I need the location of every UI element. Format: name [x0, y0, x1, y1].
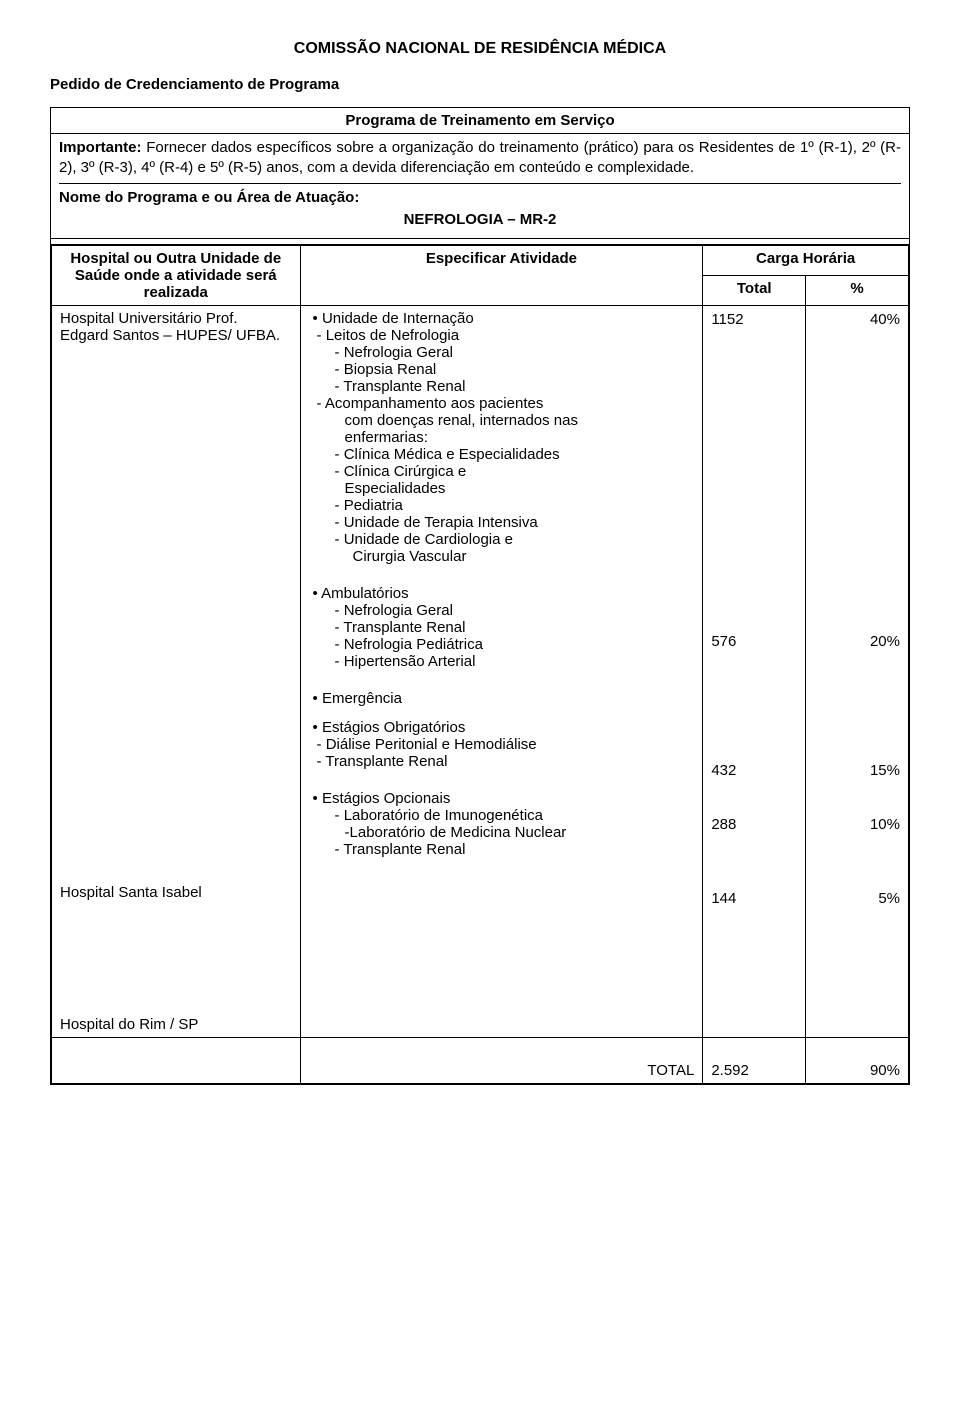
activity-obrigatorios: Estágios Obrigatórios Diálise Peritonial…	[309, 719, 695, 770]
sub-item: Unidade de Cardiologia e	[309, 531, 695, 548]
hospital-santa-isabel: Hospital Santa Isabel	[60, 884, 202, 901]
sub-item: Clínica Cirúrgica e	[309, 463, 695, 480]
hospital-main-l2: Edgard Santos – HUPES/ UFBA.	[60, 327, 280, 344]
continuation: enfermarias:	[309, 429, 695, 446]
commission-title: COMISSÃO NACIONAL DE RESIDÊNCIA MÉDICA	[50, 40, 910, 58]
activity-emergencia: Emergência	[309, 690, 695, 707]
hospital-main-l1: Hospital Universitário Prof.	[60, 310, 238, 327]
value-pct: 20%	[814, 632, 900, 652]
total-label: TOTAL	[647, 1062, 694, 1079]
sub-item: Hipertensão Arterial	[309, 653, 695, 670]
hospital-rim-sp: Hospital do Rim / SP	[60, 1016, 198, 1033]
continuation: Cirurgia Vascular	[309, 548, 695, 565]
grand-pct-value: 90%	[870, 1062, 900, 1079]
sub-item: Biopsia Renal	[309, 361, 695, 378]
value-total: 144	[711, 889, 797, 909]
bullet-head: Estágios Opcionais	[309, 790, 695, 807]
col1-h-l1: Hospital ou Outra Unidade de	[70, 250, 281, 267]
program-name-value: NEFROLOGIA – MR-2	[59, 208, 901, 232]
empty-cell	[52, 1038, 301, 1084]
total-label-cell: TOTAL	[300, 1038, 703, 1084]
value-pct: 15%	[814, 761, 900, 781]
hospital-cell: Hospital Universitário Prof. Edgard Sant…	[52, 306, 301, 1038]
bullet-head: Emergência	[309, 690, 695, 707]
activity-opcionais: Estágios Opcionais Laboratório de Imunog…	[309, 790, 695, 858]
continuation: Especialidades	[309, 480, 695, 497]
bullet-head: Ambulatórios	[309, 585, 695, 602]
col-hospital-header: Hospital ou Outra Unidade de Saúde onde …	[52, 246, 301, 306]
sub-item: Nefrologia Geral	[309, 344, 695, 361]
activity-cell: Unidade de Internação Leitos de Nefrolog…	[300, 306, 703, 1038]
dash-item: Leitos de Nefrologia	[309, 327, 695, 344]
grand-total-cell: 2.592	[703, 1038, 806, 1084]
value-total: 432	[711, 761, 797, 781]
col-activity-header: Especificar Atividade	[300, 246, 703, 306]
program-info-box: Programa de Treinamento em Serviço Impor…	[50, 107, 910, 1085]
col-total-sub: Total	[703, 276, 806, 306]
col-carga-header: Carga Horária	[703, 246, 909, 276]
value-total: 576	[711, 632, 797, 652]
pct-cell: 40% 20% 15% 10% 5%	[806, 306, 909, 1038]
value-total: 288	[711, 815, 797, 835]
sub-item-plain: -Laboratório de Medicina Nuclear	[309, 824, 695, 841]
sub-item: Transplante Renal	[309, 619, 695, 636]
col1-h-l2: Saúde onde a atividade será	[75, 267, 277, 284]
important-block: Importante: Fornecer dados específicos s…	[51, 134, 909, 239]
grand-total-value: 2.592	[711, 1062, 749, 1079]
bullet-head: Unidade de Internação	[309, 310, 695, 327]
activity-ambulatorios: Ambulatórios Nefrologia Geral Transplant…	[309, 585, 695, 670]
total-row: TOTAL 2.592 90%	[52, 1038, 909, 1084]
bullet-head: Estágios Obrigatórios	[309, 719, 695, 736]
dash-item: Acompanhamento aos pacientes	[309, 395, 695, 412]
activity-internacao: Unidade de Internação Leitos de Nefrolog…	[309, 310, 695, 565]
dash-item: Transplante Renal	[309, 753, 695, 770]
col1-h-l3: realizada	[144, 284, 208, 301]
sub-item: Transplante Renal	[309, 841, 695, 858]
total-cell: 1152 576 432 288 144	[703, 306, 806, 1038]
important-label: Importante:	[59, 139, 142, 156]
sub-item: Nefrologia Geral	[309, 602, 695, 619]
program-box-title: Programa de Treinamento em Serviço	[51, 108, 909, 134]
grand-pct-cell: 90%	[806, 1038, 909, 1084]
continuation: com doenças renal, internados nas	[309, 412, 695, 429]
sub-item: Laboratório de Imunogenética	[309, 807, 695, 824]
sub-item: Clínica Médica e Especialidades	[309, 446, 695, 463]
sub-item: Transplante Renal	[309, 378, 695, 395]
value-pct: 5%	[814, 889, 900, 909]
program-name-label: Nome do Programa e ou Área de Atuação:	[59, 188, 901, 208]
important-text: Fornecer dados específicos sobre a organ…	[59, 139, 901, 176]
col-pct-sub: %	[806, 276, 909, 306]
value-pct: 40%	[814, 310, 900, 330]
sub-item: Unidade de Terapia Intensiva	[309, 514, 695, 531]
value-total: 1152	[711, 310, 797, 330]
value-pct: 10%	[814, 815, 900, 835]
activities-table: Hospital ou Outra Unidade de Saúde onde …	[51, 245, 909, 1084]
sub-item: Pediatria	[309, 497, 695, 514]
dash-item: Diálise Peritonial e Hemodiálise	[309, 736, 695, 753]
request-title: Pedido de Credenciamento de Programa	[50, 76, 910, 93]
sub-item: Nefrologia Pediátrica	[309, 636, 695, 653]
table-row: Hospital Universitário Prof. Edgard Sant…	[52, 306, 909, 1038]
